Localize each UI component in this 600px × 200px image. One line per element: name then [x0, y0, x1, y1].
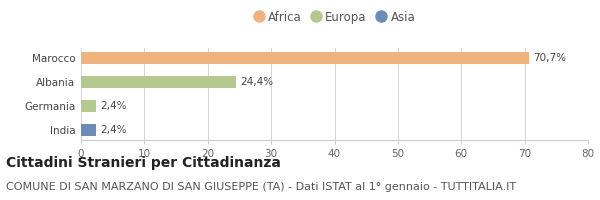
Text: COMUNE DI SAN MARZANO DI SAN GIUSEPPE (TA) - Dati ISTAT al 1° gennaio - TUTTITAL: COMUNE DI SAN MARZANO DI SAN GIUSEPPE (T… [6, 182, 516, 192]
Bar [81, 52, 529, 64]
Legend: Africa, Europa, Asia: Africa, Europa, Asia [249, 6, 420, 29]
Bar [81, 76, 236, 88]
Bar [81, 124, 96, 136]
Text: Cittadini Stranieri per Cittadinanza: Cittadini Stranieri per Cittadinanza [6, 156, 281, 170]
Text: 2,4%: 2,4% [101, 101, 127, 111]
Text: 2,4%: 2,4% [101, 125, 127, 135]
Bar [81, 100, 96, 112]
Text: 70,7%: 70,7% [533, 53, 566, 63]
Text: 24,4%: 24,4% [240, 77, 273, 87]
